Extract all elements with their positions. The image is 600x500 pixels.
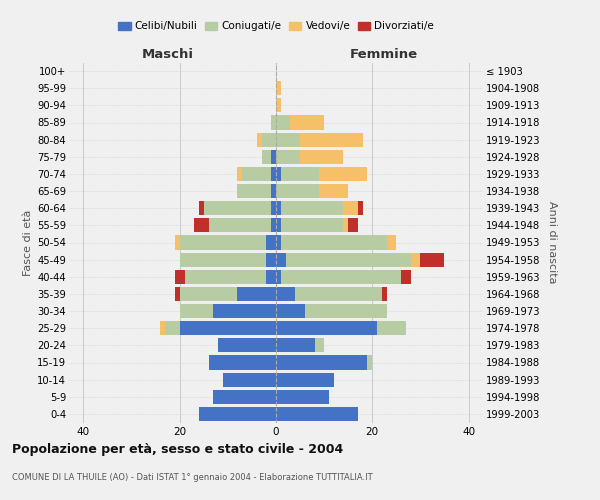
Bar (262, 150, 271, 164)
Bar (266, 236, 276, 250)
Bar (276, 372, 334, 386)
Bar (295, 287, 382, 301)
Bar (276, 150, 300, 164)
Bar (276, 201, 281, 215)
Bar (377, 321, 406, 335)
Bar (343, 218, 348, 232)
Bar (223, 372, 276, 386)
Text: Maschi: Maschi (142, 48, 194, 61)
Bar (180, 252, 266, 266)
Bar (300, 132, 362, 146)
Bar (276, 270, 281, 284)
Bar (185, 270, 266, 284)
Bar (305, 304, 387, 318)
Bar (348, 218, 358, 232)
Bar (204, 201, 271, 215)
Bar (266, 270, 276, 284)
Bar (276, 338, 314, 352)
Bar (180, 287, 238, 301)
Bar (290, 116, 324, 130)
Bar (199, 201, 204, 215)
Bar (281, 201, 343, 215)
Text: Femmine: Femmine (350, 48, 418, 61)
Bar (271, 116, 276, 130)
Bar (180, 321, 276, 335)
Bar (276, 321, 377, 335)
Bar (214, 304, 276, 318)
Bar (319, 167, 367, 181)
Bar (276, 304, 305, 318)
Bar (286, 252, 411, 266)
Bar (276, 390, 329, 404)
Bar (271, 167, 276, 181)
Bar (421, 252, 445, 266)
Bar (401, 270, 411, 284)
Bar (276, 287, 295, 301)
Bar (281, 167, 319, 181)
Bar (175, 287, 180, 301)
Bar (276, 356, 367, 370)
Bar (262, 132, 276, 146)
Bar (367, 356, 372, 370)
Bar (276, 98, 281, 112)
Bar (209, 218, 271, 232)
Bar (276, 407, 358, 421)
Bar (358, 201, 362, 215)
Bar (209, 356, 276, 370)
Bar (319, 184, 348, 198)
Bar (276, 184, 319, 198)
Text: COMUNE DI LA THUILE (AO) - Dati ISTAT 1° gennaio 2004 - Elaborazione TUTTITALIA.: COMUNE DI LA THUILE (AO) - Dati ISTAT 1°… (12, 472, 373, 482)
Bar (271, 184, 276, 198)
Bar (271, 201, 276, 215)
Bar (175, 270, 185, 284)
Bar (281, 236, 387, 250)
Bar (276, 218, 281, 232)
Bar (257, 132, 262, 146)
Bar (238, 287, 276, 301)
Bar (242, 167, 271, 181)
Bar (214, 390, 276, 404)
Bar (382, 287, 387, 301)
Bar (160, 321, 165, 335)
Bar (276, 167, 281, 181)
Bar (276, 132, 300, 146)
Y-axis label: Fasce di età: Fasce di età (23, 210, 33, 276)
Bar (276, 116, 290, 130)
Bar (276, 81, 281, 95)
Bar (411, 252, 421, 266)
Bar (281, 218, 343, 232)
Bar (180, 236, 266, 250)
Bar (180, 304, 214, 318)
Bar (194, 218, 209, 232)
Text: Popolazione per età, sesso e stato civile - 2004: Popolazione per età, sesso e stato civil… (12, 442, 343, 456)
Bar (300, 150, 343, 164)
Bar (165, 321, 180, 335)
Bar (387, 236, 397, 250)
Bar (271, 150, 276, 164)
Bar (314, 338, 324, 352)
Bar (276, 252, 286, 266)
Y-axis label: Anni di nascita: Anni di nascita (547, 201, 557, 284)
Legend: Celibi/Nubili, Coniugati/e, Vedovi/e, Divorziati/e: Celibi/Nubili, Coniugati/e, Vedovi/e, Di… (114, 18, 438, 36)
Bar (276, 236, 281, 250)
Bar (218, 338, 276, 352)
Bar (238, 167, 242, 181)
Bar (199, 407, 276, 421)
Bar (343, 201, 358, 215)
Bar (175, 236, 180, 250)
Bar (271, 218, 276, 232)
Bar (238, 184, 271, 198)
Bar (266, 252, 276, 266)
Bar (281, 270, 401, 284)
